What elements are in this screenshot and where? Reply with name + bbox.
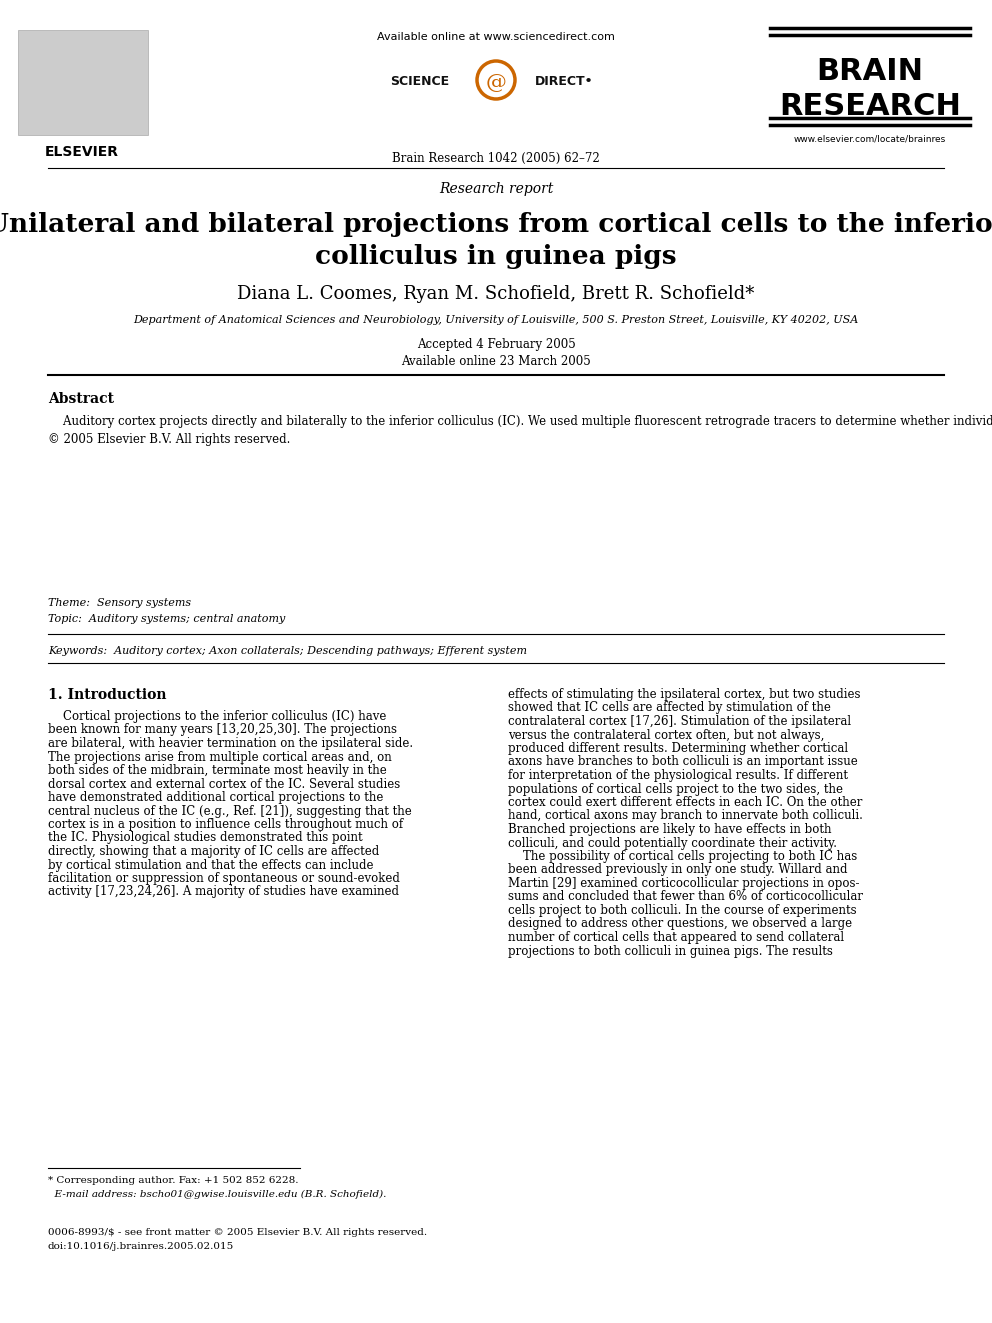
Text: dorsal cortex and external cortex of the IC. Several studies: dorsal cortex and external cortex of the… bbox=[48, 778, 400, 791]
Text: DIRECT•: DIRECT• bbox=[535, 75, 593, 89]
Text: axons have branches to both colliculi is an important issue: axons have branches to both colliculi is… bbox=[508, 755, 858, 769]
Text: sums and concluded that fewer than 6% of corticocollicular: sums and concluded that fewer than 6% of… bbox=[508, 890, 863, 904]
Text: for interpretation of the physiological results. If different: for interpretation of the physiological … bbox=[508, 769, 848, 782]
Text: SCIENCE: SCIENCE bbox=[391, 75, 449, 89]
Text: effects of stimulating the ipsilateral cortex, but two studies: effects of stimulating the ipsilateral c… bbox=[508, 688, 860, 701]
Text: * Corresponding author. Fax: +1 502 852 6228.: * Corresponding author. Fax: +1 502 852 … bbox=[48, 1176, 299, 1185]
Text: Brain Research 1042 (2005) 62–72: Brain Research 1042 (2005) 62–72 bbox=[392, 152, 600, 165]
Text: doi:10.1016/j.brainres.2005.02.015: doi:10.1016/j.brainres.2005.02.015 bbox=[48, 1242, 234, 1252]
Text: Diana L. Coomes, Ryan M. Schofield, Brett R. Schofield*: Diana L. Coomes, Ryan M. Schofield, Bret… bbox=[237, 284, 755, 303]
Text: are bilateral, with heavier termination on the ipsilateral side.: are bilateral, with heavier termination … bbox=[48, 737, 413, 750]
Text: Auditory cortex projects directly and bilaterally to the inferior colliculus (IC: Auditory cortex projects directly and bi… bbox=[48, 415, 992, 446]
Text: RESEARCH: RESEARCH bbox=[779, 93, 961, 120]
Text: colliculus in guinea pigs: colliculus in guinea pigs bbox=[315, 243, 677, 269]
Text: cortex could exert different effects in each IC. On the other: cortex could exert different effects in … bbox=[508, 796, 862, 808]
Text: contralateral cortex [17,26]. Stimulation of the ipsilateral: contralateral cortex [17,26]. Stimulatio… bbox=[508, 714, 851, 728]
Text: by cortical stimulation and that the effects can include: by cortical stimulation and that the eff… bbox=[48, 859, 374, 872]
Text: Keywords:  Auditory cortex; Axon collaterals; Descending pathways; Efferent syst: Keywords: Auditory cortex; Axon collater… bbox=[48, 646, 527, 656]
Text: 0006-8993/$ - see front matter © 2005 Elsevier B.V. All rights reserved.: 0006-8993/$ - see front matter © 2005 El… bbox=[48, 1228, 428, 1237]
Text: Research report: Research report bbox=[438, 183, 554, 196]
Text: Department of Anatomical Sciences and Neurobiology, University of Louisville, 50: Department of Anatomical Sciences and Ne… bbox=[133, 315, 859, 325]
Text: @: @ bbox=[485, 74, 507, 93]
Text: been addressed previously in only one study. Willard and: been addressed previously in only one st… bbox=[508, 864, 847, 877]
Text: Topic:  Auditory systems; central anatomy: Topic: Auditory systems; central anatomy bbox=[48, 614, 286, 624]
Text: versus the contralateral cortex often, but not always,: versus the contralateral cortex often, b… bbox=[508, 729, 824, 741]
Text: The possibility of cortical cells projecting to both IC has: The possibility of cortical cells projec… bbox=[508, 849, 857, 863]
Text: BRAIN: BRAIN bbox=[816, 57, 924, 86]
Text: have demonstrated additional cortical projections to the: have demonstrated additional cortical pr… bbox=[48, 791, 383, 804]
Text: ELSEVIER: ELSEVIER bbox=[45, 146, 119, 159]
Text: Accepted 4 February 2005: Accepted 4 February 2005 bbox=[417, 337, 575, 351]
Text: Cortical projections to the inferior colliculus (IC) have: Cortical projections to the inferior col… bbox=[48, 710, 386, 722]
Text: designed to address other questions, we observed a large: designed to address other questions, we … bbox=[508, 917, 852, 930]
Text: activity [17,23,24,26]. A majority of studies have examined: activity [17,23,24,26]. A majority of st… bbox=[48, 885, 399, 898]
Text: been known for many years [13,20,25,30]. The projections: been known for many years [13,20,25,30].… bbox=[48, 724, 397, 737]
Text: cortex is in a position to influence cells throughout much of: cortex is in a position to influence cel… bbox=[48, 818, 403, 831]
Text: The projections arise from multiple cortical areas and, on: The projections arise from multiple cort… bbox=[48, 750, 392, 763]
Text: Unilateral and bilateral projections from cortical cells to the inferior: Unilateral and bilateral projections fro… bbox=[0, 212, 992, 237]
Text: Martin [29] examined corticocollicular projections in opos-: Martin [29] examined corticocollicular p… bbox=[508, 877, 859, 890]
Text: Branched projections are likely to have effects in both: Branched projections are likely to have … bbox=[508, 823, 831, 836]
Text: number of cortical cells that appeared to send collateral: number of cortical cells that appeared t… bbox=[508, 931, 844, 945]
Text: facilitation or suppression of spontaneous or sound-evoked: facilitation or suppression of spontaneo… bbox=[48, 872, 400, 885]
Text: produced different results. Determining whether cortical: produced different results. Determining … bbox=[508, 742, 848, 755]
Text: projections to both colliculi in guinea pigs. The results: projections to both colliculi in guinea … bbox=[508, 945, 833, 958]
Text: Theme:  Sensory systems: Theme: Sensory systems bbox=[48, 598, 191, 609]
Text: central nucleus of the IC (e.g., Ref. [21]), suggesting that the: central nucleus of the IC (e.g., Ref. [2… bbox=[48, 804, 412, 818]
Text: populations of cortical cells project to the two sides, the: populations of cortical cells project to… bbox=[508, 782, 843, 795]
Text: Available online 23 March 2005: Available online 23 March 2005 bbox=[401, 355, 591, 368]
Text: the IC. Physiological studies demonstrated this point: the IC. Physiological studies demonstrat… bbox=[48, 831, 363, 844]
Text: showed that IC cells are affected by stimulation of the: showed that IC cells are affected by sti… bbox=[508, 701, 831, 714]
Text: hand, cortical axons may branch to innervate both colliculi.: hand, cortical axons may branch to inner… bbox=[508, 810, 863, 823]
Text: directly, showing that a majority of IC cells are affected: directly, showing that a majority of IC … bbox=[48, 845, 379, 859]
Text: Abstract: Abstract bbox=[48, 392, 114, 406]
Text: cells project to both colliculi. In the course of experiments: cells project to both colliculi. In the … bbox=[508, 904, 857, 917]
Text: www.elsevier.com/locate/brainres: www.elsevier.com/locate/brainres bbox=[794, 135, 946, 144]
Text: Available online at www.sciencedirect.com: Available online at www.sciencedirect.co… bbox=[377, 32, 615, 42]
Text: 1. Introduction: 1. Introduction bbox=[48, 688, 167, 703]
Bar bbox=[18, 30, 148, 135]
Text: both sides of the midbrain, terminate most heavily in the: both sides of the midbrain, terminate mo… bbox=[48, 763, 387, 777]
Text: colliculi, and could potentially coordinate their activity.: colliculi, and could potentially coordin… bbox=[508, 836, 837, 849]
Text: E-mail address: bscho01@gwise.louisville.edu (B.R. Schofield).: E-mail address: bscho01@gwise.louisville… bbox=[48, 1189, 386, 1199]
